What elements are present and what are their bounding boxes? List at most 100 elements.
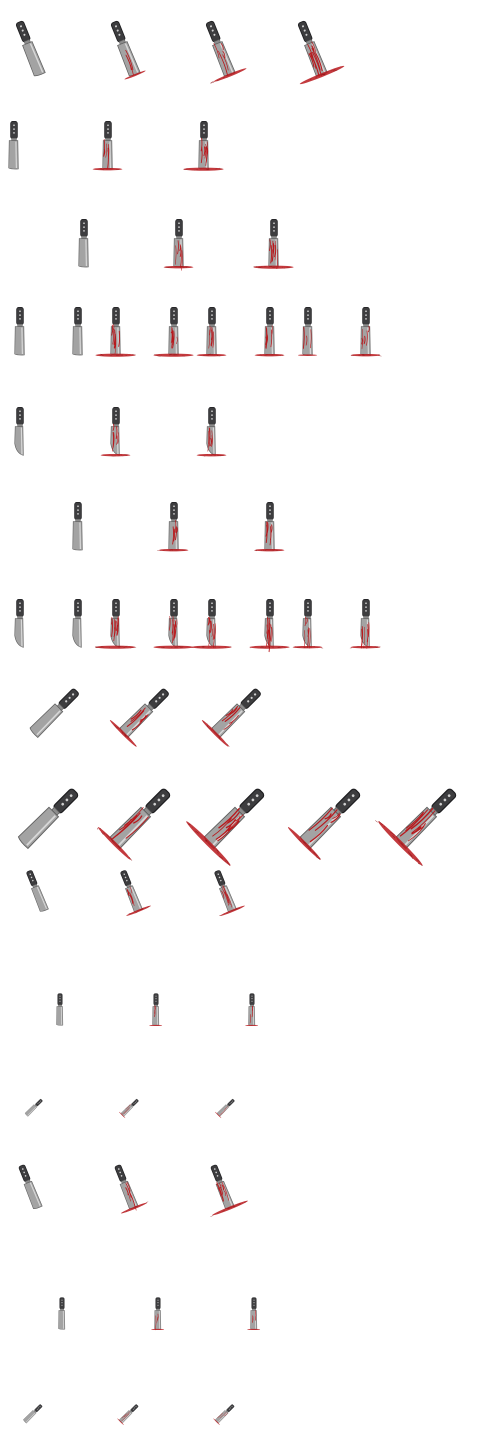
blood-drip-icon	[125, 54, 134, 76]
blood-drip-icon	[271, 325, 273, 337]
blood-drip-icon	[311, 45, 315, 54]
knife-sprite-icon	[205, 20, 247, 84]
rivet-icon	[32, 879, 34, 882]
blood-drip-icon	[227, 820, 240, 832]
rivet-icon	[69, 794, 73, 798]
blood-puddle-icon	[245, 1024, 259, 1026]
blood-drip-icon	[155, 1006, 157, 1010]
rivet-icon	[115, 610, 117, 612]
blood-puddle-icon	[124, 70, 146, 80]
knife-handle-icon	[170, 307, 178, 326]
rivet-icon	[117, 1168, 120, 1170]
rivet-icon	[215, 1171, 218, 1174]
rivet-icon	[161, 794, 165, 798]
rivet-icon	[132, 1408, 134, 1410]
rivet-icon	[19, 310, 21, 313]
rivet-icon	[133, 1103, 135, 1104]
blood-drip-icon	[118, 330, 121, 347]
blood-drip-icon	[114, 336, 117, 349]
blood-drip-icon	[176, 336, 178, 345]
blood-puddle-icon	[191, 645, 232, 649]
blood-drip-icon	[175, 526, 177, 541]
knife-sprite-icon	[120, 870, 151, 916]
rivet-icon	[68, 696, 71, 699]
blood-drip-icon	[125, 1103, 132, 1110]
knife-sprite-icon	[297, 307, 318, 356]
rivet-icon	[307, 606, 309, 608]
blood-drip-icon	[208, 329, 210, 349]
knife-sprite-icon	[349, 599, 381, 649]
blood-drip-icon	[208, 427, 211, 447]
rivet-icon	[59, 998, 61, 1000]
blood-drip-icon	[227, 812, 240, 824]
blood-drip-icon	[251, 1006, 253, 1018]
rivet-icon	[173, 310, 175, 313]
rivet-icon	[115, 602, 117, 605]
blade-icon	[22, 41, 46, 77]
rivet-icon	[59, 995, 61, 997]
blood-drip-icon	[103, 139, 105, 157]
knife-sprite-icon	[72, 502, 83, 551]
knife-sprite-icon	[196, 307, 227, 357]
knife-handle-icon	[153, 993, 159, 1006]
rivet-icon	[120, 1175, 123, 1177]
rivet-icon	[65, 700, 68, 703]
blood-drip-icon	[221, 1181, 230, 1201]
blood-drip-icon	[212, 818, 232, 837]
rivet-icon	[269, 513, 271, 515]
blood-drip-icon	[114, 333, 117, 354]
rivet-icon	[107, 128, 109, 130]
rivet-icon	[173, 509, 175, 511]
blood-drip-icon	[123, 1411, 130, 1418]
rivet-icon	[217, 873, 220, 876]
knife-handle-icon	[208, 307, 216, 326]
rivet-icon	[216, 1175, 219, 1177]
blood-drip-icon	[308, 807, 333, 831]
rivet-icon	[351, 794, 355, 798]
rivet-icon	[19, 318, 21, 320]
blood-drip-icon	[311, 47, 321, 71]
knife-sprite-icon	[95, 307, 136, 357]
rivet-icon	[65, 798, 69, 802]
rivet-icon	[218, 876, 221, 879]
blood-puddle-icon	[117, 1418, 124, 1426]
blood-drip-icon	[222, 885, 226, 894]
rivet-icon	[307, 314, 309, 316]
blood-drip-icon	[204, 146, 207, 159]
blood-drip-icon	[200, 137, 203, 152]
blood-drip-icon	[405, 811, 424, 829]
blood-drip-icon	[309, 329, 312, 349]
rivet-icon	[178, 226, 180, 228]
rivet-icon	[211, 29, 214, 32]
blood-puddle-icon	[201, 720, 229, 747]
blood-drip-icon	[125, 816, 149, 839]
knife-handle-icon	[59, 1297, 65, 1310]
blood-drip-icon	[366, 330, 368, 346]
knife-sprite-icon	[153, 307, 194, 357]
knife-sprite-icon	[15, 20, 46, 77]
blood-drip-icon	[363, 335, 366, 345]
rivet-icon	[19, 25, 23, 28]
blood-puddle-icon	[109, 720, 137, 747]
knife-handle-icon	[266, 599, 274, 618]
rivet-icon	[211, 610, 213, 612]
blood-drip-icon	[222, 54, 229, 71]
blood-drip-icon	[266, 624, 268, 647]
rivet-icon	[77, 505, 79, 508]
blood-drip-icon	[116, 435, 118, 445]
rivet-icon	[220, 879, 222, 882]
blood-drip-icon	[169, 616, 171, 631]
blood-puddle-icon	[97, 827, 131, 860]
blood-drip-icon	[112, 330, 114, 345]
rivet-icon	[38, 1407, 40, 1409]
rivet-icon	[135, 1406, 137, 1407]
rivet-icon	[19, 602, 21, 605]
knife-sprite-icon	[72, 599, 82, 648]
knife-handle-icon	[251, 1297, 257, 1310]
blood-drip-icon	[224, 1412, 228, 1417]
blood-drip-icon	[174, 620, 177, 638]
rivet-icon	[123, 873, 126, 876]
blood-puddle-icon	[254, 353, 285, 357]
knife-handle-icon	[110, 20, 126, 43]
blood-drip-icon	[105, 143, 107, 158]
